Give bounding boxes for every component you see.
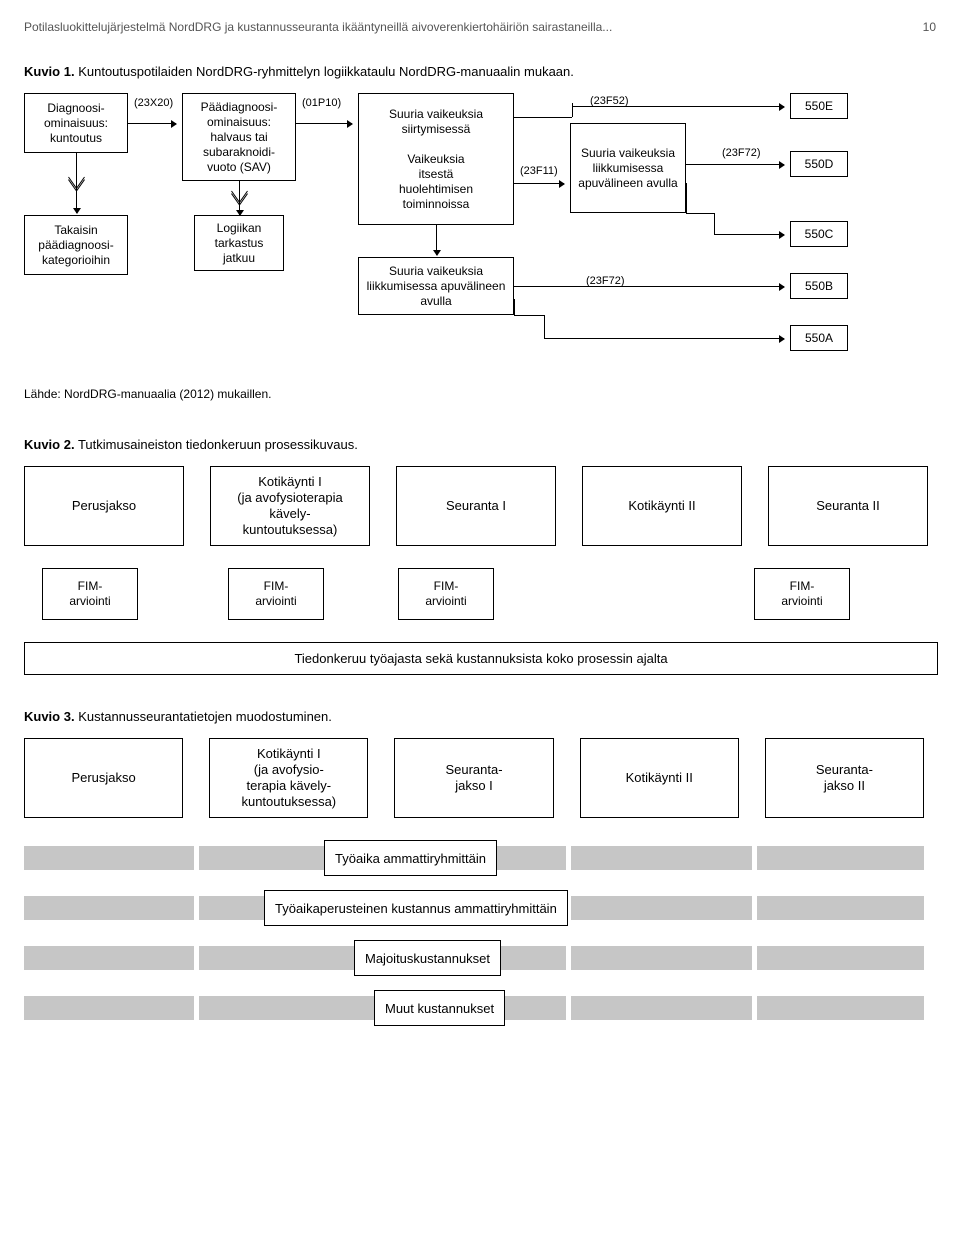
arrow	[686, 164, 784, 165]
kuvio2-caption-text: Tutkimusaineiston tiedonkeruun prosessik…	[78, 437, 358, 452]
kuvio3-bar-label-1: Työaika ammattiryhmittäin	[324, 840, 497, 876]
code-23f72-top: (23F72)	[722, 147, 761, 159]
line	[544, 315, 545, 338]
kuvio3-box-seurantajakso1: Seuranta- jakso I	[394, 738, 553, 818]
line	[514, 117, 572, 118]
kuvio2-wide: Tiedonkeruu työajasta sekä kustannuksist…	[24, 642, 938, 675]
code-01p10: (01P10)	[302, 97, 341, 109]
kuvio3-bar-label-4: Muut kustannukset	[374, 990, 505, 1026]
kuvio3-caption: Kuvio 3. Kustannusseurantatietojen muodo…	[24, 709, 936, 724]
kuvio3-caption-label: Kuvio 3.	[24, 709, 75, 724]
kuvio2-fim-3: FIM- arviointi	[398, 568, 494, 620]
box-diagnoosi: Diagnoosi- ominaisuus: kuntoutus	[24, 93, 128, 153]
line	[514, 315, 544, 316]
kuvio2-box-kotikaynti2: Kotikäynti II	[582, 466, 742, 546]
kuvio1-source: Lähde: NordDRG-manuaalia (2012) mukaille…	[24, 387, 936, 401]
kuvio3-bar-tyoaika: Työaika ammattiryhmittäin	[24, 840, 924, 876]
header-title: Potilasluokittelujärjestelmä NordDRG ja …	[24, 20, 612, 34]
kuvio2-caption-label: Kuvio 2.	[24, 437, 75, 452]
box-takaisin: Takaisin päädiagnoosi- kategorioihin	[24, 215, 128, 275]
arrow	[436, 225, 437, 255]
kuvio2-box-seuranta1: Seuranta I	[396, 466, 556, 546]
kuvio3-box-kotikaynti1: Kotikäynti I (ja avofysio- terapia kävel…	[209, 738, 368, 818]
line	[686, 183, 687, 213]
kuvio3-box-seurantajakso2: Seuranta- jakso II	[765, 738, 924, 818]
kuvio2-fim-2: FIM- arviointi	[228, 568, 324, 620]
arrow	[514, 286, 784, 287]
code-23x20: (23X20)	[134, 97, 173, 109]
kuvio3-top-row: Perusjakso Kotikäynti I (ja avofysio- te…	[24, 738, 924, 818]
arrow	[239, 181, 240, 215]
box-logiikan: Logiikan tarkastus jatkuu	[194, 215, 284, 271]
kuvio1-caption-label: Kuvio 1.	[24, 64, 75, 79]
kuvio3-bar-label-3: Majoituskustannukset	[354, 940, 501, 976]
kuvio1-figure: Diagnoosi- ominaisuus: kuntoutus Takaisi…	[24, 93, 924, 373]
kuvio3-bar-label-2: Työaikaperusteinen kustannus ammattiryhm…	[264, 890, 568, 926]
line	[714, 213, 715, 234]
arrow	[128, 123, 176, 124]
arrow	[714, 234, 784, 235]
kuvio3-bar-kustannus: Työaikaperusteinen kustannus ammattiryhm…	[24, 890, 924, 926]
box-550A: 550A	[790, 325, 848, 351]
code-23f11: (23F11)	[520, 165, 558, 177]
kuvio1-caption-text: Kuntoutuspotilaiden NordDRG-ryhmittelyn …	[78, 64, 574, 79]
line	[514, 299, 515, 315]
kuvio3-bar-majoitus: Majoituskustannukset	[24, 940, 924, 976]
line	[572, 103, 573, 104]
line	[686, 213, 714, 214]
arrow	[296, 123, 352, 124]
kuvio2-box-perusjakso: Perusjakso	[24, 466, 184, 546]
box-550D: 550D	[790, 151, 848, 177]
kuvio2-box-seuranta2: Seuranta II	[768, 466, 928, 546]
arrow	[544, 338, 784, 339]
kuvio2-caption: Kuvio 2. Tutkimusaineiston tiedonkeruun …	[24, 437, 936, 452]
arrow	[514, 183, 564, 184]
box-liikkumisessa: Suuria vaikeuksia liikkumisessa apuvälin…	[358, 257, 514, 315]
box-550E: 550E	[790, 93, 848, 119]
header-pageno: 10	[923, 20, 936, 34]
kuvio2-figure: Perusjakso Kotikäynti I (ja avofysiotera…	[24, 466, 936, 675]
box-suuria: Suuria vaikeuksia liikkumisessa apuvälin…	[570, 123, 686, 213]
box-550C: 550C	[790, 221, 848, 247]
kuvio3-box-perusjakso: Perusjakso	[24, 738, 183, 818]
page-header: Potilasluokittelujärjestelmä NordDRG ja …	[24, 20, 936, 34]
kuvio3-caption-text: Kustannusseurantatietojen muodostuminen.	[78, 709, 332, 724]
arrow	[572, 106, 784, 107]
kuvio3-figure: Perusjakso Kotikäynti I (ja avofysio- te…	[24, 738, 924, 1026]
kuvio3-bar-muut: Muut kustannukset	[24, 990, 924, 1026]
kuvio2-box-kotikaynti1: Kotikäynti I (ja avofysioterapia kävely-…	[210, 466, 370, 546]
kuvio2-fim-row: FIM- arviointi FIM- arviointi FIM- arvio…	[24, 568, 936, 620]
kuvio1-caption: Kuvio 1. Kuntoutuspotilaiden NordDRG-ryh…	[24, 64, 936, 79]
box-paadiagnoosi: Päädiagnoosi- ominaisuus: halvaus tai su…	[182, 93, 296, 181]
box-vaikeuksia: Suuria vaikeuksia siirtymisessä Vaikeuks…	[358, 93, 514, 225]
kuvio3-box-kotikaynti2: Kotikäynti II	[580, 738, 739, 818]
kuvio2-fim-1: FIM- arviointi	[42, 568, 138, 620]
arrow	[76, 153, 77, 213]
kuvio2-top-row: Perusjakso Kotikäynti I (ja avofysiotera…	[24, 466, 936, 546]
kuvio2-fim-4: FIM- arviointi	[754, 568, 850, 620]
box-550B: 550B	[790, 273, 848, 299]
